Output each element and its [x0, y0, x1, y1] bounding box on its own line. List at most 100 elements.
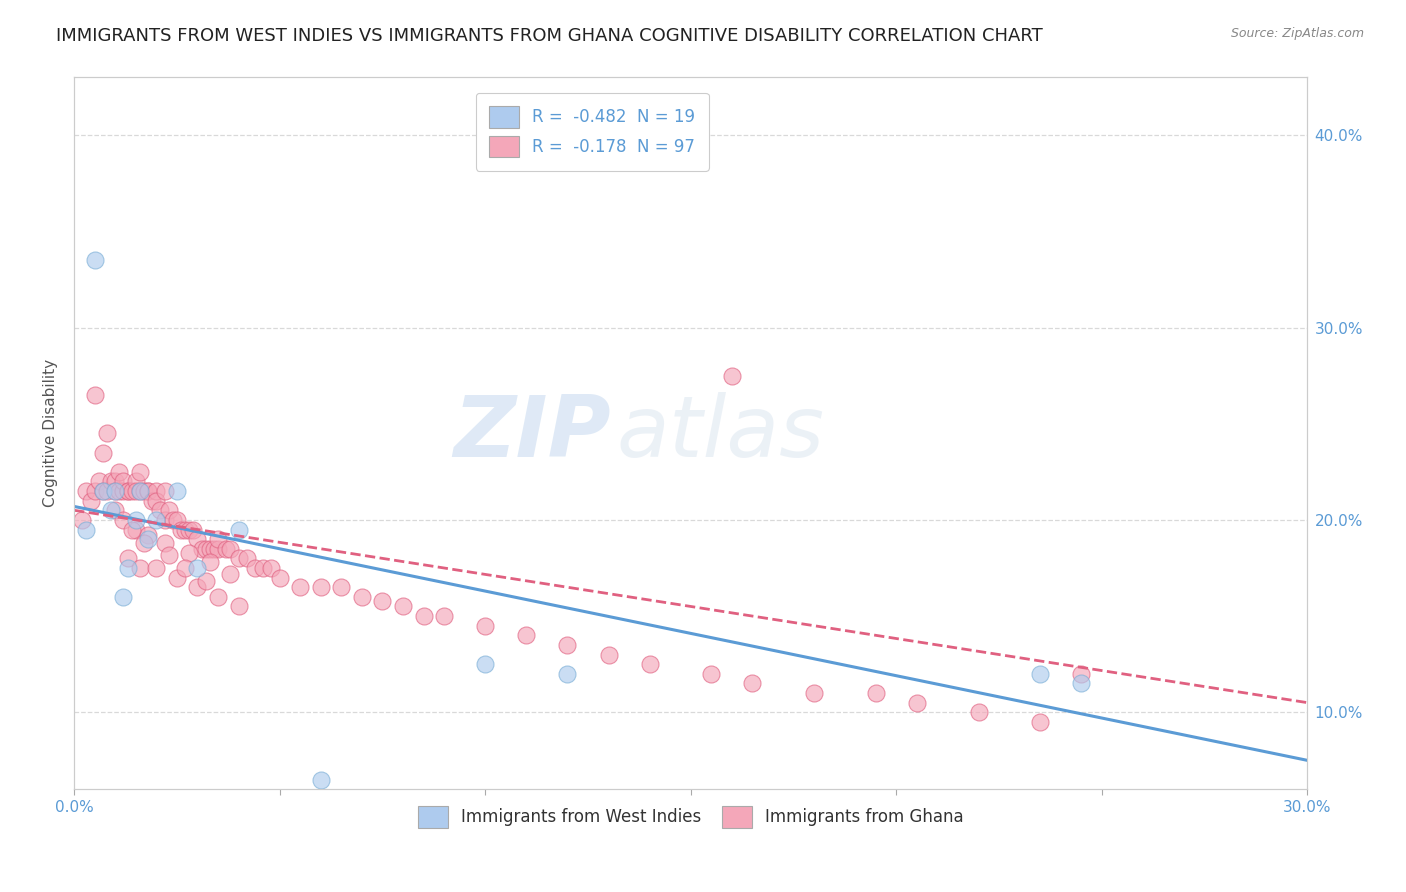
- Point: [207, 532, 229, 546]
- Point: [741, 676, 763, 690]
- Point: [1070, 676, 1092, 690]
- Point: [153, 483, 176, 498]
- Point: [179, 523, 201, 537]
- Point: [104, 475, 127, 489]
- Point: [260, 561, 283, 575]
- Point: [174, 561, 197, 575]
- Point: [87, 475, 110, 489]
- Legend: Immigrants from West Indies, Immigrants from Ghana: Immigrants from West Indies, Immigrants …: [412, 799, 970, 834]
- Point: [202, 541, 225, 556]
- Point: [100, 503, 122, 517]
- Point: [112, 483, 135, 498]
- Point: [75, 523, 97, 537]
- Point: [170, 523, 193, 537]
- Point: [79, 493, 101, 508]
- Point: [638, 657, 661, 672]
- Point: [236, 551, 259, 566]
- Point: [128, 465, 150, 479]
- Point: [198, 555, 221, 569]
- Point: [91, 483, 114, 498]
- Point: [128, 561, 150, 575]
- Point: [392, 599, 415, 614]
- Point: [132, 536, 155, 550]
- Point: [117, 483, 139, 498]
- Point: [91, 445, 114, 459]
- Point: [96, 483, 118, 498]
- Point: [905, 696, 928, 710]
- Point: [721, 368, 744, 383]
- Point: [149, 503, 172, 517]
- Point: [162, 513, 184, 527]
- Point: [412, 609, 434, 624]
- Point: [207, 541, 229, 556]
- Point: [228, 551, 250, 566]
- Point: [290, 580, 312, 594]
- Point: [174, 523, 197, 537]
- Point: [700, 666, 723, 681]
- Point: [330, 580, 353, 594]
- Point: [269, 571, 291, 585]
- Point: [309, 772, 332, 787]
- Point: [166, 571, 188, 585]
- Point: [186, 532, 208, 546]
- Y-axis label: Cognitive Disability: Cognitive Disability: [44, 359, 58, 508]
- Point: [803, 686, 825, 700]
- Point: [350, 590, 373, 604]
- Point: [125, 513, 148, 527]
- Point: [132, 483, 155, 498]
- Point: [125, 483, 148, 498]
- Point: [75, 483, 97, 498]
- Point: [252, 561, 274, 575]
- Point: [136, 532, 159, 546]
- Point: [474, 657, 496, 672]
- Point: [1029, 666, 1052, 681]
- Point: [967, 706, 990, 720]
- Point: [181, 523, 204, 537]
- Point: [219, 541, 242, 556]
- Point: [91, 483, 114, 498]
- Point: [157, 503, 180, 517]
- Point: [145, 513, 167, 527]
- Point: [186, 580, 208, 594]
- Point: [117, 561, 139, 575]
- Point: [215, 541, 238, 556]
- Point: [153, 536, 176, 550]
- Text: Source: ZipAtlas.com: Source: ZipAtlas.com: [1230, 27, 1364, 40]
- Point: [145, 483, 167, 498]
- Point: [100, 475, 122, 489]
- Point: [433, 609, 456, 624]
- Text: IMMIGRANTS FROM WEST INDIES VS IMMIGRANTS FROM GHANA COGNITIVE DISABILITY CORREL: IMMIGRANTS FROM WEST INDIES VS IMMIGRANT…: [56, 27, 1043, 45]
- Point: [104, 483, 127, 498]
- Point: [474, 618, 496, 632]
- Point: [190, 541, 212, 556]
- Point: [371, 593, 394, 607]
- Point: [112, 475, 135, 489]
- Text: ZIP: ZIP: [453, 392, 610, 475]
- Text: atlas: atlas: [617, 392, 825, 475]
- Point: [108, 465, 131, 479]
- Point: [104, 483, 127, 498]
- Point: [121, 523, 143, 537]
- Point: [145, 493, 167, 508]
- Point: [141, 493, 163, 508]
- Point: [83, 388, 105, 402]
- Point: [243, 561, 266, 575]
- Point: [228, 523, 250, 537]
- Point: [1029, 714, 1052, 729]
- Point: [865, 686, 887, 700]
- Point: [309, 580, 332, 594]
- Point: [136, 483, 159, 498]
- Point: [112, 513, 135, 527]
- Point: [179, 546, 201, 560]
- Point: [96, 426, 118, 441]
- Point: [198, 541, 221, 556]
- Point: [145, 561, 167, 575]
- Point: [557, 638, 579, 652]
- Point: [104, 503, 127, 517]
- Point: [207, 590, 229, 604]
- Point: [125, 523, 148, 537]
- Point: [153, 513, 176, 527]
- Point: [108, 483, 131, 498]
- Point: [194, 541, 217, 556]
- Point: [157, 548, 180, 562]
